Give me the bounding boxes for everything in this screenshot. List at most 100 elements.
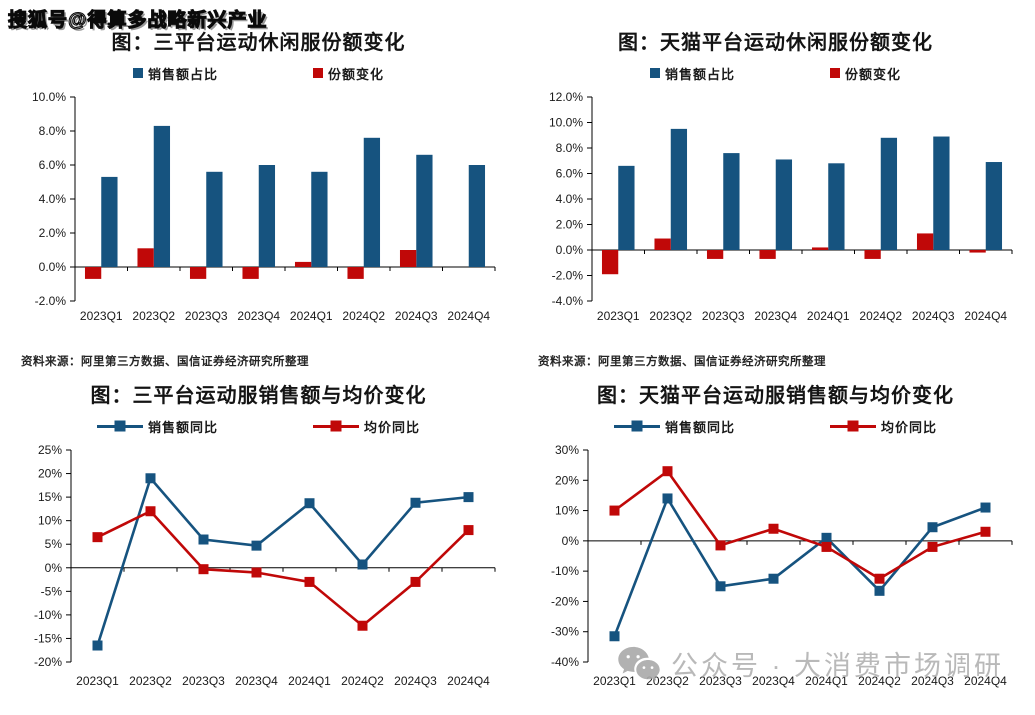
source-note-left: 资料来源：阿里第三方数据、国信证券经济研究所整理 (21, 356, 309, 368)
svg-text:2024Q4: 2024Q4 (964, 674, 1007, 688)
svg-text:-40%: -40% (550, 655, 578, 669)
legend-line-swatch-icon (313, 420, 359, 432)
legend-line-swatch-icon (96, 420, 143, 432)
three-platform-sales-price-chart-canvas: 25% 20% 15% 10% 5% 0% -5% -10% -15% -20% 2023Q1 202… (33, 443, 495, 688)
svg-text:20%: 20% (37, 467, 61, 481)
svg-text:2024Q1: 2024Q1 (288, 674, 331, 688)
svg-text:12.0%: 12.0% (548, 90, 582, 104)
legend-marker-icon (114, 420, 126, 432)
svg-text:2024Q1: 2024Q1 (806, 309, 849, 323)
chart-block-tmall-share: 图：天猫平台运动休闲服份额变化 销售额占比 份额变化 12.0% 10.0% 8.0%… (517, 26, 1034, 379)
chart-title-tmall-share: 图：天猫平台运动休闲服份额变化 (618, 32, 933, 54)
svg-text:2023Q2: 2023Q2 (132, 309, 175, 323)
legend-label: 销售额同比 (664, 419, 735, 435)
chart-block-three-platform-sales-price: 图：三平台运动服销售额与均价变化 销售额同比 均价同比 25% 20% 15% 10% 5… (0, 379, 517, 692)
svg-text:2023Q3: 2023Q3 (182, 674, 225, 688)
svg-text:2.0%: 2.0% (555, 218, 583, 232)
svg-text:6.0%: 6.0% (38, 158, 66, 172)
legend-marker-icon (631, 420, 643, 432)
legend-marker-icon (847, 420, 859, 432)
svg-text:2024Q3: 2024Q3 (394, 309, 437, 323)
svg-text:-10%: -10% (550, 564, 578, 578)
charts-grid: 图：三平台运动休闲服份额变化 销售额占比 份额变化 10.0% 8.0% 6.0% 4.… (0, 26, 1034, 692)
svg-text:2024Q4: 2024Q4 (447, 309, 490, 323)
svg-text:2024Q3: 2024Q3 (911, 674, 954, 688)
chart-legend-three-platform-sales-price: 销售额同比 均价同比 (96, 414, 420, 438)
legend-item: 销售额同比 (96, 417, 218, 436)
svg-text:2023Q3: 2023Q3 (699, 674, 742, 688)
chart-legend-tmall-sales-price: 销售额同比 均价同比 (613, 414, 937, 438)
svg-text:20%: 20% (554, 473, 578, 487)
legend-item: 均价同比 (830, 417, 937, 436)
chart-block-three-platform-share: 图：三平台运动休闲服份额变化 销售额占比 份额变化 10.0% 8.0% 6.0% 4.… (0, 26, 517, 379)
chart-block-tmall-sales-price: 图：天猫平台运动服销售额与均价变化 销售额同比 均价同比 30% 20% 10% 0% -… (517, 379, 1034, 692)
svg-text:-2.0%: -2.0% (551, 269, 583, 283)
legend-square-swatch-icon (313, 68, 323, 78)
svg-text:2023Q3: 2023Q3 (701, 309, 744, 323)
legend-item: 均价同比 (313, 417, 420, 436)
legend-label: 销售额占比 (147, 66, 218, 82)
legend-label: 份额变化 (845, 66, 902, 82)
svg-text:8.0%: 8.0% (38, 124, 66, 138)
svg-text:2024Q2: 2024Q2 (859, 309, 902, 323)
wechat-watermark-text: 公众号 · 大消费市场调研 (671, 651, 1004, 681)
tmall-share-chart-canvas: 12.0% 10.0% 8.0% 6.0% 4.0% 2.0% 0.0% -2.0% -4.0%… (548, 90, 1012, 323)
svg-text:2023Q4: 2023Q4 (754, 309, 797, 323)
svg-text:2023Q2: 2023Q2 (649, 309, 692, 323)
svg-text:2024Q2: 2024Q2 (858, 674, 901, 688)
svg-text:2023Q2: 2023Q2 (646, 674, 689, 688)
svg-text:2023Q1: 2023Q1 (76, 674, 119, 688)
svg-text:2024Q4: 2024Q4 (964, 309, 1007, 323)
chart-title-tmall-sales-price: 图：天猫平台运动服销售额与均价变化 (597, 385, 954, 407)
legend-line-swatch-icon (830, 420, 876, 432)
wechat-watermark: 公众号 · 大消费市场调研 (617, 644, 1004, 683)
svg-text:5%: 5% (44, 537, 62, 551)
legend-item: 销售额占比 (649, 64, 735, 83)
legend-label: 销售额占比 (664, 66, 735, 82)
legend-square-swatch-icon (830, 68, 840, 78)
svg-text:2023Q1: 2023Q1 (79, 309, 122, 323)
svg-text:10%: 10% (554, 504, 578, 518)
svg-text:-30%: -30% (550, 625, 578, 639)
legend-item: 份额变化 (313, 64, 384, 83)
svg-text:2024Q2: 2024Q2 (341, 674, 384, 688)
legend-line-swatch-icon (613, 420, 660, 432)
legend-item: 份额变化 (830, 64, 901, 83)
svg-text:2024Q3: 2024Q3 (394, 674, 437, 688)
source-note-right: 资料来源：阿里第三方数据、国信证券经济研究所整理 (538, 356, 826, 368)
svg-text:-10%: -10% (33, 608, 61, 622)
svg-text:2023Q1: 2023Q1 (593, 674, 636, 688)
svg-text:10.0%: 10.0% (548, 116, 582, 130)
svg-text:30%: 30% (554, 443, 578, 457)
svg-text:0%: 0% (561, 534, 579, 548)
svg-text:2023Q3: 2023Q3 (184, 309, 227, 323)
legend-label: 销售额同比 (147, 419, 218, 435)
svg-text:2023Q4: 2023Q4 (235, 674, 278, 688)
svg-text:-20%: -20% (550, 594, 578, 608)
svg-text:0.0%: 0.0% (555, 243, 583, 257)
svg-text:0%: 0% (44, 561, 62, 575)
svg-text:2023Q2: 2023Q2 (129, 674, 172, 688)
legend-marker-icon (330, 420, 342, 432)
svg-text:25%: 25% (37, 443, 61, 457)
legend-item: 销售额占比 (132, 64, 218, 83)
svg-text:4.0%: 4.0% (38, 192, 66, 206)
svg-text:-2.0%: -2.0% (34, 294, 66, 308)
wechat-icon (618, 646, 660, 681)
svg-text:4.0%: 4.0% (555, 192, 583, 206)
svg-text:6.0%: 6.0% (555, 167, 583, 181)
svg-text:2023Q4: 2023Q4 (237, 309, 280, 323)
svg-text:2024Q2: 2024Q2 (342, 309, 385, 323)
svg-text:2023Q4: 2023Q4 (752, 674, 795, 688)
svg-text:2023Q1: 2023Q1 (596, 309, 639, 323)
legend-square-swatch-icon (649, 68, 660, 78)
sohu-watermark: 搜狐号@得算多战略新兴产业 (7, 9, 268, 31)
chart-title-three-platform-sales-price: 图：三平台运动服销售额与均价变化 (90, 385, 427, 407)
svg-text:8.0%: 8.0% (555, 141, 583, 155)
legend-label: 均价同比 (881, 419, 938, 435)
legend-label: 均价同比 (364, 419, 421, 435)
svg-text:2024Q3: 2024Q3 (911, 309, 954, 323)
three-platform-share-chart-canvas: 10.0% 8.0% 6.0% 4.0% 2.0% 0.0% -2.0% 2023Q1 2023… (31, 90, 495, 323)
tmall-sales-price-chart-canvas: 30% 20% 10% 0% -10% -20% -30% -40% 2023Q1 2023Q2 2… (550, 443, 1012, 688)
legend-label: 份额变化 (328, 66, 385, 82)
